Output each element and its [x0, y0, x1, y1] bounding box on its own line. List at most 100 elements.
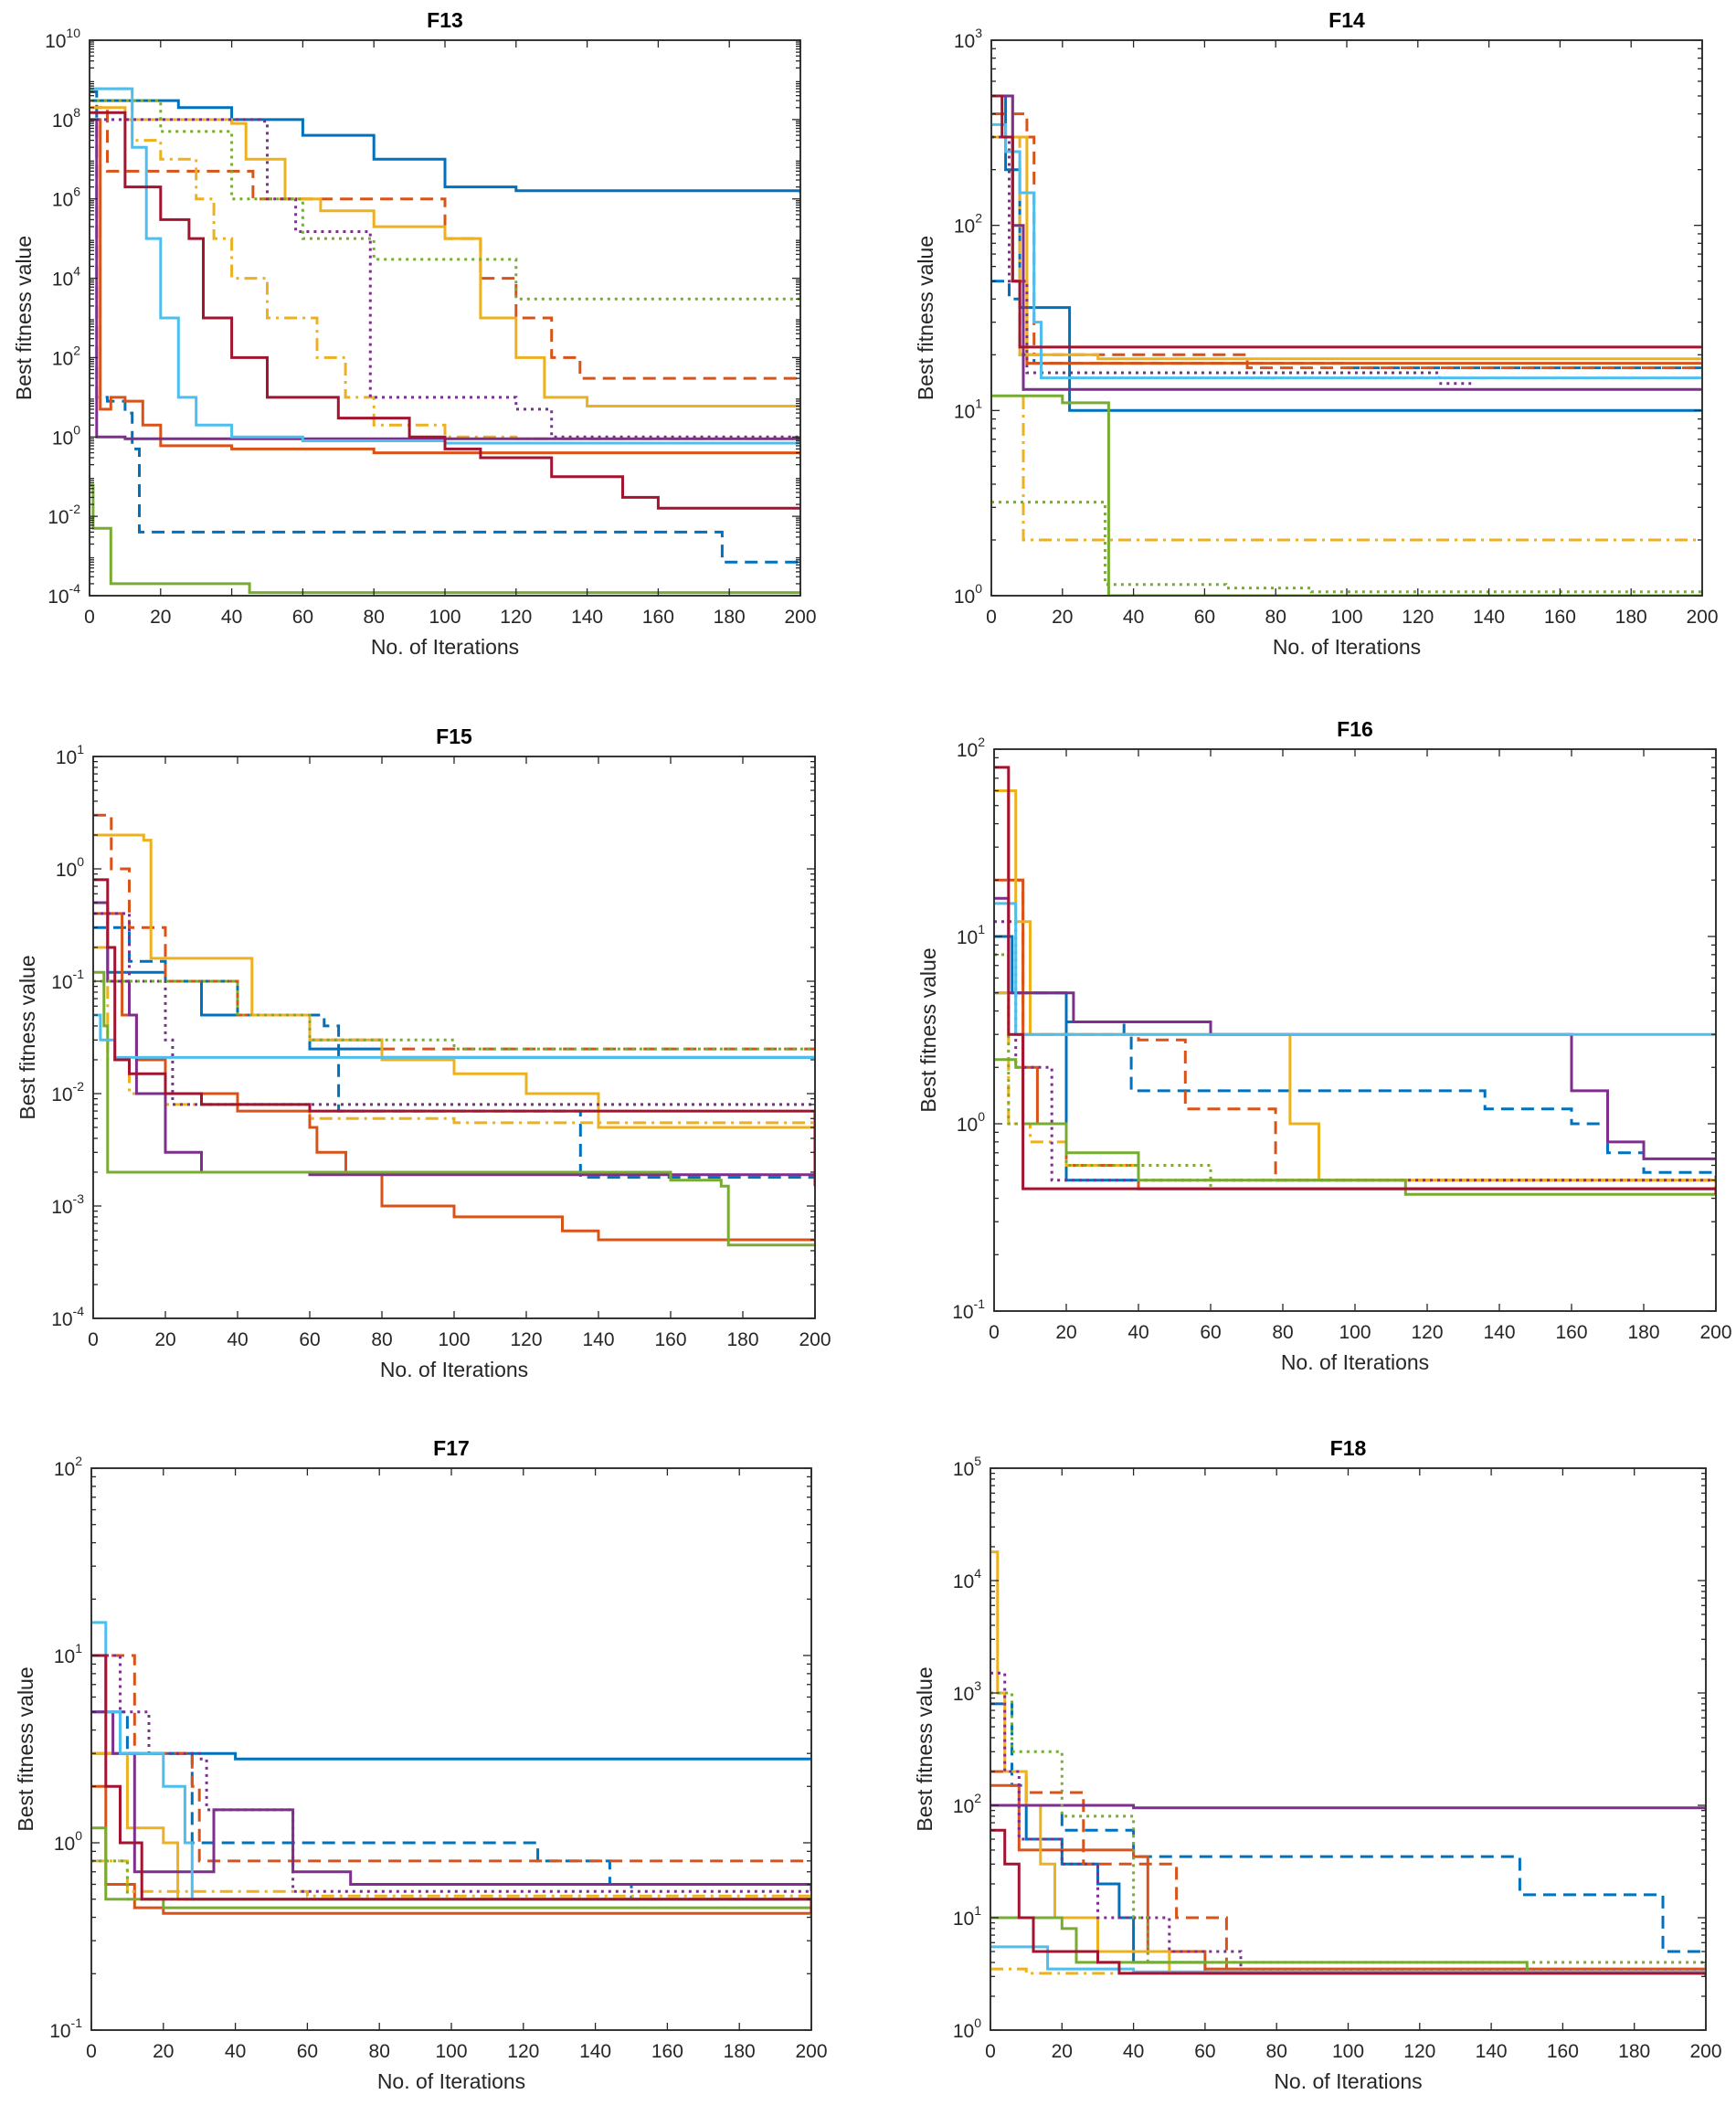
y-tick-label: 102 [52, 343, 80, 369]
series-line-s5 [990, 1550, 1706, 1977]
x-axis-label: No. of Iterations [1273, 635, 1421, 659]
y-tick-label: 10-1 [51, 967, 84, 993]
x-tick-label: 60 [299, 1329, 320, 1350]
x-tick-label: 120 [1411, 1322, 1443, 1343]
y-tick-label: 101 [957, 922, 985, 948]
series-line-s12 [990, 1828, 1706, 1977]
x-tick-label: 100 [1339, 1322, 1371, 1343]
y-tick-label: 10-2 [51, 1079, 84, 1105]
y-tick-label: 100 [54, 1828, 82, 1855]
chart-title: F18 [1330, 1436, 1367, 1460]
x-tick-label: 60 [292, 607, 313, 628]
series-group [991, 94, 1702, 596]
x-tick-label: 180 [714, 607, 746, 628]
x-tick-label: 160 [654, 1329, 686, 1350]
y-tick-label: 102 [957, 735, 985, 761]
x-tick-label: 120 [1403, 2041, 1435, 2062]
x-tick-label: 180 [726, 1329, 758, 1350]
x-axis-label: No. of Iterations [380, 1358, 528, 1381]
series-line-s11 [994, 902, 1716, 1036]
series-line-s7 [991, 94, 1702, 391]
x-tick-label: 140 [579, 2041, 611, 2062]
y-tick-label: 10-4 [51, 1304, 84, 1330]
x-tick-label: 160 [651, 2041, 683, 2062]
series-line-s3 [90, 118, 800, 456]
y-tick-label: 100 [52, 422, 80, 449]
series-line-s8 [93, 912, 815, 1106]
x-tick-label: 40 [1123, 607, 1144, 628]
x-tick-label: 180 [724, 2041, 756, 2062]
y-axis-label: Best fitness value [914, 236, 937, 400]
series-line-s9 [991, 394, 1702, 596]
series-line-s11 [990, 1945, 1706, 1977]
x-tick-label: 20 [150, 607, 171, 628]
x-tick-label: 80 [1266, 2041, 1287, 2062]
series-line-s10 [990, 1691, 1706, 1977]
x-tick-label: 20 [153, 2041, 174, 2062]
series-line-s11 [93, 1013, 815, 1059]
chart-title: F13 [427, 8, 463, 32]
series-line-s12 [90, 111, 800, 510]
x-tick-label: 100 [429, 607, 460, 628]
chart-title: F17 [433, 1436, 470, 1460]
x-tick-label: 160 [1555, 1322, 1587, 1343]
series-group [93, 813, 815, 1247]
series-group [91, 1621, 811, 1918]
series-line-s9 [93, 970, 815, 1247]
series-line-s10 [90, 99, 800, 301]
y-tick-label: 101 [954, 396, 982, 422]
chart-F18: 0 20 40 60 80 100 120 140 160 180 200 100 101 102 103 1… [913, 1436, 1722, 2093]
y-tick-label: 10-2 [48, 502, 80, 528]
y-tick-label: 101 [953, 1903, 981, 1930]
series-line-s12 [991, 94, 1702, 349]
x-tick-label: 40 [1123, 2041, 1144, 2062]
plot-area [993, 748, 1717, 1312]
x-tick-label: 140 [1473, 607, 1505, 628]
series-line-s9 [90, 483, 800, 595]
x-tick-label: 120 [507, 2041, 539, 2062]
chart-title: F16 [1337, 717, 1373, 741]
x-tick-label: 140 [582, 1329, 614, 1350]
series-line-s5 [90, 106, 800, 409]
x-tick-label: 160 [1544, 607, 1576, 628]
y-axis-label: Best fitness value [913, 1666, 937, 1831]
x-tick-label: 140 [1483, 1322, 1515, 1343]
x-tick-label: 40 [225, 2041, 246, 2062]
series-line-s1 [90, 99, 800, 194]
x-tick-label: 80 [1265, 607, 1286, 628]
x-tick-label: 80 [1272, 1322, 1293, 1343]
series-line-s10 [991, 501, 1702, 594]
x-tick-label: 160 [642, 607, 674, 628]
x-tick-label: 0 [88, 1329, 99, 1350]
y-tick-label: 105 [953, 1454, 981, 1480]
x-tick-label: 200 [1699, 1322, 1731, 1343]
x-tick-label: 20 [1055, 1322, 1076, 1343]
x-tick-label: 140 [1476, 2041, 1508, 2062]
series-line-s10 [91, 1859, 811, 1914]
x-tick-label: 60 [1194, 607, 1215, 628]
y-axis-label: Best fitness value [916, 947, 940, 1112]
x-tick-label: 200 [784, 607, 816, 628]
y-tick-label: 102 [953, 1791, 981, 1817]
x-tick-label: 60 [297, 2041, 318, 2062]
series-line-s3 [91, 1784, 811, 1915]
chart-F17: 0 20 40 60 80 100 120 140 160 180 200 10-1 100 101 102… [14, 1436, 828, 2093]
series-group [990, 1550, 1706, 1977]
x-tick-label: 120 [510, 1329, 542, 1350]
chart-title: F14 [1328, 8, 1365, 32]
x-tick-label: 0 [985, 2041, 996, 2062]
chart-title: F15 [436, 725, 472, 748]
series-line-s8 [990, 1671, 1706, 1977]
y-tick-label: 10-4 [48, 581, 80, 608]
plot-area [990, 1467, 1707, 2031]
series-line-s12 [93, 878, 815, 1187]
x-tick-label: 60 [1194, 2041, 1215, 2062]
series-group [994, 766, 1716, 1196]
y-tick-label: 103 [953, 1678, 981, 1705]
x-axis-label: No. of Iterations [377, 2069, 525, 2093]
series-line-s9 [994, 1058, 1716, 1196]
series-line-s2 [991, 280, 1702, 370]
x-tick-label: 80 [369, 2041, 390, 2062]
x-axis-label: No. of Iterations [371, 635, 519, 659]
y-tick-label: 10-1 [49, 2015, 82, 2042]
